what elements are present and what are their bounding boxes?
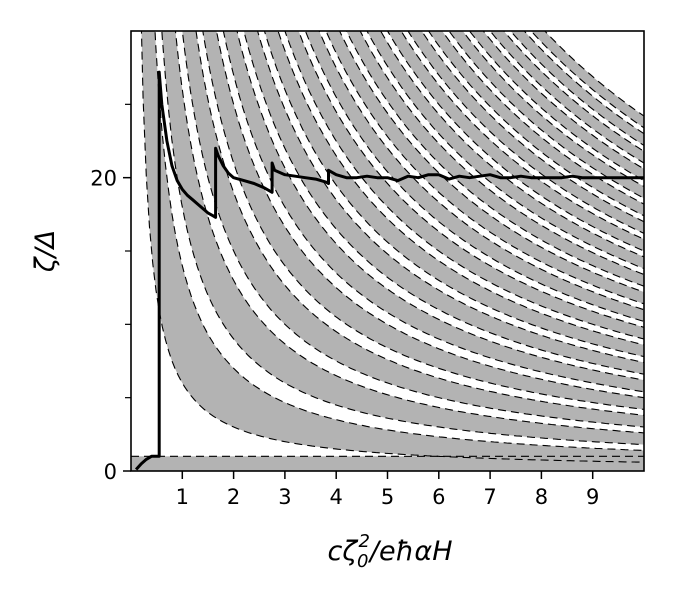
band-boundary-dashed-line xyxy=(298,31,644,328)
band-boundary-dashed-line xyxy=(174,31,644,434)
x-axis: 1 2 3 4 5 6 7 8 9 xyxy=(176,471,599,509)
band-boundary-dashed-line xyxy=(263,31,644,358)
shaded-band xyxy=(531,31,644,128)
series-group xyxy=(134,70,644,471)
x-axis-label: cζ02/eħαH xyxy=(327,531,452,572)
shaded-band xyxy=(490,31,644,163)
band-boundary-dashed-line xyxy=(236,31,644,381)
band-boundary-dashed-line xyxy=(462,31,644,187)
y-tick-label: 0 xyxy=(104,460,117,484)
y-axis-label: ζ/Δ xyxy=(30,230,61,273)
shaded-band xyxy=(243,31,644,375)
shaded-band xyxy=(387,31,644,251)
x-tick-label: 4 xyxy=(330,485,343,509)
shaded-band xyxy=(428,31,644,216)
band-boundary-dashed-line xyxy=(441,31,644,205)
shaded-band xyxy=(510,31,644,146)
shaded-band xyxy=(408,31,644,234)
bottom-band xyxy=(131,456,644,471)
band-boundary-dashed-line xyxy=(325,31,644,305)
band-boundary-dashed-line xyxy=(222,31,644,393)
band-boundary-dashed-line xyxy=(277,31,644,346)
band-boundary-dashed-line xyxy=(448,31,644,199)
band-boundary-dashed-line xyxy=(523,31,644,135)
band-group xyxy=(131,31,644,471)
band-boundary-dashed-line xyxy=(154,31,644,452)
x-tick-label: 9 xyxy=(586,485,599,509)
band-boundary-dashed-line xyxy=(257,31,644,364)
x-tick-label: 5 xyxy=(381,485,394,509)
x-tick-label: 1 xyxy=(176,485,189,509)
band-boundary-dashed-line xyxy=(427,31,644,217)
x-tick-label: 8 xyxy=(535,485,548,509)
x-tick-label: 6 xyxy=(432,485,445,509)
x-tick-label: 3 xyxy=(278,485,291,509)
series-line xyxy=(134,70,644,471)
x-tick-label: 2 xyxy=(227,485,240,509)
band-boundary-dashed-line xyxy=(400,31,644,240)
shaded-band xyxy=(449,31,644,199)
y-tick-label: 20 xyxy=(90,167,117,191)
band-boundary-dashed-line xyxy=(181,31,644,428)
shaded-band xyxy=(223,31,644,392)
band-boundary-dashed-line xyxy=(161,31,644,446)
band-boundary-dashed-line xyxy=(243,31,644,375)
dashed-line-group xyxy=(131,31,644,463)
x-tick-label: 7 xyxy=(483,485,496,509)
band-boundary-dashed-line xyxy=(509,31,644,146)
band-boundary-dashed-line xyxy=(380,31,644,258)
band-boundary-dashed-line xyxy=(140,31,644,463)
band-boundary-dashed-line xyxy=(489,31,644,164)
band-boundary-dashed-line xyxy=(195,31,644,416)
shaded-band xyxy=(469,31,644,181)
band-boundary-dashed-line xyxy=(318,31,644,311)
band-boundary-dashed-line xyxy=(284,31,644,340)
band-boundary-dashed-line xyxy=(386,31,644,252)
shaded-band xyxy=(182,31,644,427)
band-boundary-dashed-line xyxy=(359,31,644,276)
band-boundary-dashed-line xyxy=(202,31,644,410)
y-axis: 0 20 xyxy=(90,103,131,484)
band-boundary-dashed-line xyxy=(345,31,644,287)
